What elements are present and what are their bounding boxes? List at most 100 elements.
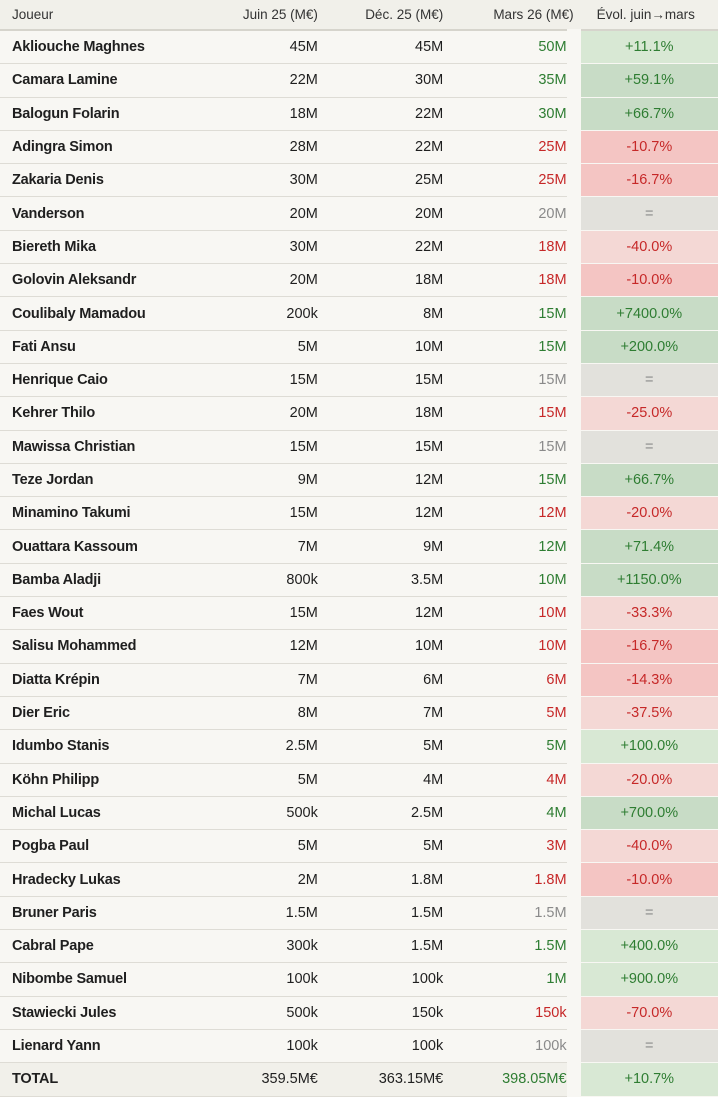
evolution-badge: -70.0% [566, 996, 718, 1030]
june-value: 2M [192, 862, 318, 897]
december-value: 10M [317, 330, 444, 364]
table-row: Pogba Paul 5M 5M 3M -40.0% [0, 829, 718, 864]
player-name: Biereth Mika [0, 230, 193, 265]
march-value: 15M [443, 396, 574, 431]
march-value: 18M [443, 263, 574, 298]
june-value: 5M [192, 763, 318, 797]
december-value: 22M [317, 97, 444, 131]
header-june[interactable]: Juin 25 (M€) [192, 0, 318, 31]
december-value: 12M [317, 596, 444, 631]
march-value: 4M [443, 763, 574, 797]
table-row: Akliouche Maghnes 45M 45M 50M +11.1% [0, 30, 718, 65]
header-player[interactable]: Joueur [0, 0, 193, 31]
june-value: 28M [192, 130, 318, 165]
header-december[interactable]: Déc. 25 (M€) [317, 0, 444, 31]
player-name: Idumbo Stanis [0, 729, 193, 764]
december-value: 20M [317, 196, 444, 231]
evolution-badge: +66.7% [566, 463, 718, 498]
table-row: Cabral Pape 300k 1.5M 1.5M +400.0% [0, 929, 718, 964]
evolution-badge: -16.7% [566, 163, 718, 198]
june-value: 15M [192, 596, 318, 631]
table-row: Zakaria Denis 30M 25M 25M -16.7% [0, 163, 718, 198]
table-row: Henrique Caio 15M 15M 15M = [0, 363, 718, 398]
june-value: 15M [192, 496, 318, 531]
evolution-badge: -10.0% [566, 862, 718, 897]
player-name: Golovin Aleksandr [0, 263, 193, 298]
table-row: Coulibaly Mamadou 200k 8M 15M +7400.0% [0, 296, 718, 331]
player-name: Hradecky Lukas [0, 862, 193, 897]
june-value: 7M [192, 529, 318, 564]
header-march[interactable]: Mars 26 (M€) [443, 0, 574, 31]
march-value: 10M [443, 596, 574, 631]
december-value: 100k [317, 1029, 444, 1064]
march-value: 4M [443, 796, 574, 831]
june-value: 18M [192, 97, 318, 131]
player-name: Salisu Mohammed [0, 629, 193, 664]
december-value: 5M [317, 829, 444, 864]
table-row: Fati Ansu 5M 10M 15M +200.0% [0, 330, 718, 364]
evolution-badge: -20.0% [566, 496, 718, 531]
table-row: Camara Lamine 22M 30M 35M +59.1% [0, 63, 718, 98]
june-value: 359.5M€ [192, 1062, 318, 1097]
table-row: Idumbo Stanis 2.5M 5M 5M +100.0% [0, 729, 718, 764]
december-value: 18M [317, 396, 444, 431]
evolution-badge: = [566, 1029, 718, 1064]
march-value: 398.05M€ [443, 1062, 574, 1097]
march-value: 150k [443, 996, 574, 1030]
evolution-badge: +900.0% [566, 962, 718, 997]
table-row: Faes Wout 15M 12M 10M -33.3% [0, 596, 718, 631]
december-value: 5M [317, 729, 444, 764]
evolution-badge: -40.0% [566, 230, 718, 265]
december-value: 1.5M [317, 896, 444, 931]
table-row: Ouattara Kassoum 7M 9M 12M +71.4% [0, 529, 718, 564]
june-value: 100k [192, 962, 318, 997]
player-name: Zakaria Denis [0, 163, 193, 198]
evolution-badge: = [566, 896, 718, 931]
table-row: Adingra Simon 28M 22M 25M -10.7% [0, 130, 718, 165]
december-value: 18M [317, 263, 444, 298]
march-value: 15M [443, 363, 574, 398]
evolution-badge: +400.0% [566, 929, 718, 964]
table-row: Kehrer Thilo 20M 18M 15M -25.0% [0, 396, 718, 431]
player-name: TOTAL [0, 1062, 193, 1097]
evolution-badge: -16.7% [566, 629, 718, 664]
march-value: 50M [443, 30, 574, 65]
march-value: 30M [443, 97, 574, 131]
player-name: Adingra Simon [0, 130, 193, 165]
player-name: Mawissa Christian [0, 430, 193, 464]
december-value: 1.5M [317, 929, 444, 964]
june-value: 5M [192, 330, 318, 364]
player-name: Michal Lucas [0, 796, 193, 831]
december-value: 100k [317, 962, 444, 997]
player-name: Henrique Caio [0, 363, 193, 398]
evolution-badge: = [566, 430, 718, 464]
table-row: Köhn Philipp 5M 4M 4M -20.0% [0, 763, 718, 797]
march-value: 1.8M [443, 862, 574, 897]
evolution-badge: -25.0% [566, 396, 718, 431]
evolution-badge: +66.7% [566, 97, 718, 131]
evolution-badge: -40.0% [566, 829, 718, 864]
table-row: Nibombe Samuel 100k 100k 1M +900.0% [0, 962, 718, 997]
december-value: 10M [317, 629, 444, 664]
march-value: 20M [443, 196, 574, 231]
header-evolution[interactable]: Évol. juin→mars [573, 0, 718, 31]
player-name: Fati Ansu [0, 330, 193, 364]
june-value: 20M [192, 396, 318, 431]
player-name: Pogba Paul [0, 829, 193, 864]
player-name: Akliouche Maghnes [0, 30, 193, 65]
table-row: Salisu Mohammed 12M 10M 10M -16.7% [0, 629, 718, 664]
table-row: Diatta Krépin 7M 6M 6M -14.3% [0, 663, 718, 697]
evolution-badge: -14.3% [566, 663, 718, 697]
december-value: 22M [317, 130, 444, 165]
march-value: 1.5M [443, 896, 574, 931]
june-value: 15M [192, 430, 318, 464]
june-value: 200k [192, 296, 318, 331]
player-name: Lienard Yann [0, 1029, 193, 1064]
march-value: 25M [443, 163, 574, 198]
march-value: 15M [443, 330, 574, 364]
march-value: 12M [443, 529, 574, 564]
player-name: Teze Jordan [0, 463, 193, 498]
june-value: 2.5M [192, 729, 318, 764]
december-value: 12M [317, 496, 444, 531]
march-value: 1.5M [443, 929, 574, 964]
